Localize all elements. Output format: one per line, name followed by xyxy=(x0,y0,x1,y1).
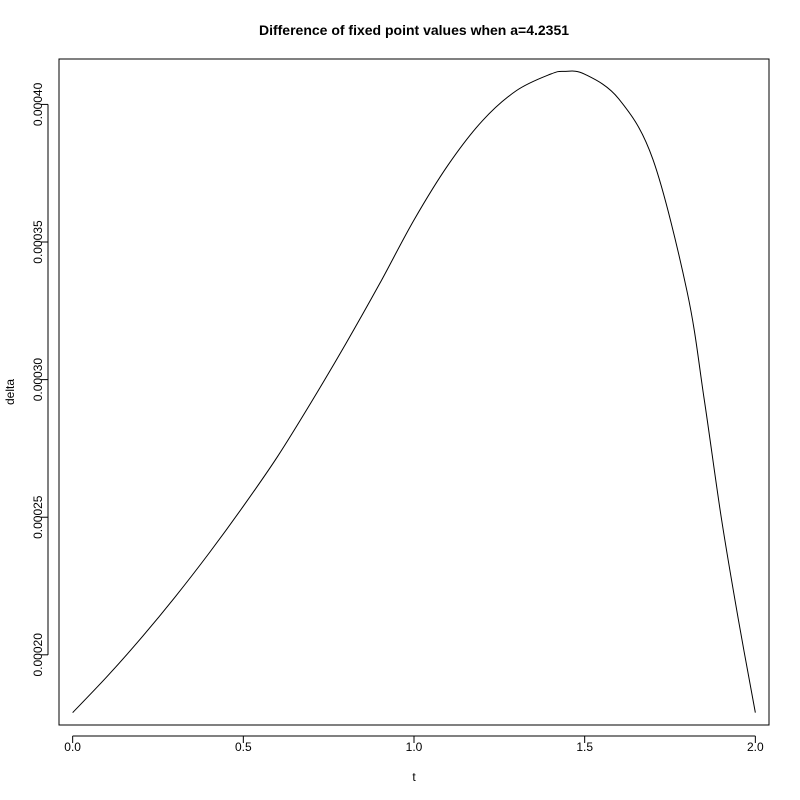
x-tick-label: 0.5 xyxy=(235,740,252,754)
x-tick-label: 0.0 xyxy=(64,740,81,754)
x-axis-label: t xyxy=(412,770,416,784)
x-axis: 0.0 0.5 1.0 1.5 2.0 xyxy=(64,735,764,754)
x-tick-label: 2.0 xyxy=(747,740,764,754)
y-tick-label: 0.00020 xyxy=(31,633,45,677)
y-tick-label: 0.00040 xyxy=(31,82,45,126)
x-tick-label: 1.5 xyxy=(576,740,593,754)
chart-title: Difference of fixed point values when a=… xyxy=(259,22,569,38)
y-axis: 0.00020 0.00025 0.00030 0.00035 0.00040 xyxy=(31,82,49,677)
series-line xyxy=(72,70,756,713)
y-axis-label: delta xyxy=(3,379,17,405)
y-tick-label: 0.00030 xyxy=(31,358,45,402)
x-tick-label: 1.0 xyxy=(406,740,423,754)
plot-area-border xyxy=(58,58,770,726)
y-tick-label: 0.00025 xyxy=(31,495,45,539)
y-tick-label: 0.00035 xyxy=(31,220,45,264)
